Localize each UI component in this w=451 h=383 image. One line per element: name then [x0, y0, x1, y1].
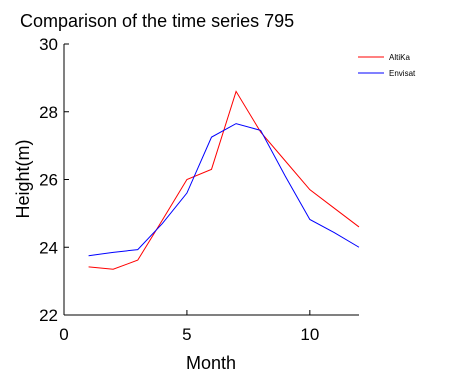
y-axis-label: Height(m)	[13, 139, 33, 218]
series-line-altika	[88, 90, 360, 270]
legend-label-envisat: Envisat	[389, 69, 416, 78]
series-line-envisat	[88, 123, 360, 257]
series-layer	[88, 90, 360, 270]
legend: AltiKa Envisat	[358, 53, 416, 78]
chart-title: Comparison of the time series 795	[20, 11, 294, 31]
y-tick-label-4: 30	[39, 35, 58, 54]
legend-label-altika: AltiKa	[389, 53, 410, 62]
x-tick-label-1: 5	[182, 325, 191, 344]
y-tick-label-3: 28	[39, 103, 58, 122]
x-axis-label: Month	[186, 353, 236, 373]
x-tick-label-0: 0	[59, 325, 68, 344]
y-tick-label-1: 24	[39, 238, 58, 257]
y-tick-label-0: 22	[39, 306, 58, 325]
y-tick-label-2: 26	[39, 171, 58, 190]
y-axis-title-group: Height(m)	[13, 139, 33, 218]
axis-ticks: 0 5 10 22 24 26 28 30	[39, 35, 319, 344]
x-tick-label-2: 10	[300, 325, 319, 344]
